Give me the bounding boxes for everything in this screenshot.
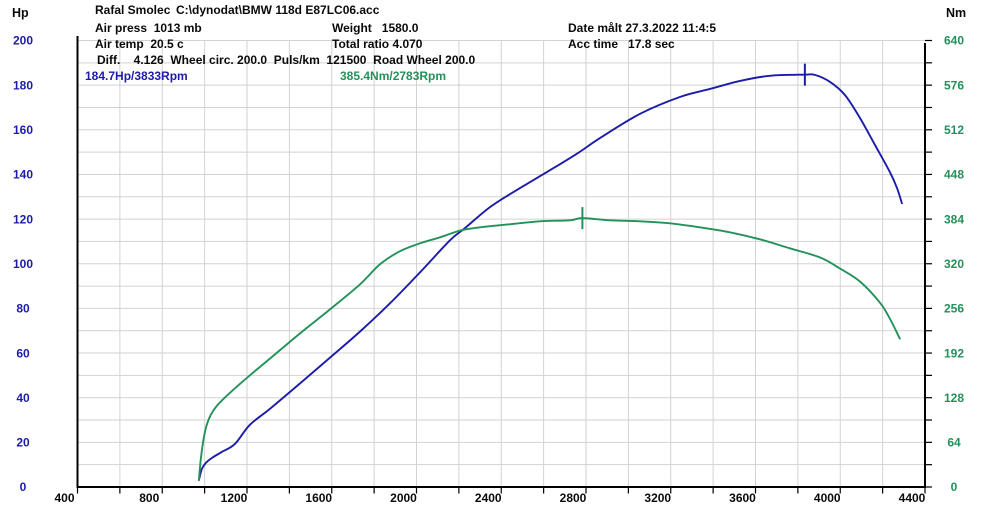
date-measured-field: Date målt 27.3.2022 11:4:5 [568,21,717,35]
left-axis-tick-label: 120 [13,212,33,226]
diff-wheel-pulse-field: Diff. 4.126 Wheel circ. 200.0 Puls/km 12… [97,53,476,67]
left-axis-tick-label: 140 [13,168,33,182]
right-axis-tick-label: 0 [951,480,958,494]
right-axis-tick-label: 256 [944,302,964,316]
torque-curve [197,217,901,481]
total-ratio-field: Total ratio 4.070 [332,37,423,51]
acc-time-field: Acc time 17.8 sec [568,37,675,51]
right-axis-tick-label: 576 [944,78,964,92]
left-axis-tick-label: 100 [13,257,33,271]
plot-area[interactable] [78,41,926,488]
right-axis-tick-label: 448 [944,168,964,182]
left-axis-tick-label: 160 [13,123,33,137]
x-axis-tick-label: 1200 [221,491,248,505]
left-axis-tick-label: 180 [13,78,33,92]
x-axis-tick-label: 2000 [390,491,417,505]
power-curve [197,73,903,482]
x-axis-tick-label: 4000 [814,491,841,505]
right-axis-tick-label: 64 [947,436,961,450]
power-peak-readout: 184.7Hp/3833Rpm [85,69,188,83]
x-axis-tick-label: 800 [139,491,159,505]
axes [76,36,932,494]
right-axis-tick-label: 384 [944,212,964,226]
x-axis-tick-label: 3200 [644,491,671,505]
file-path: C:\dynodat\BMW 118d E87LC06.acc [176,3,380,17]
right-axis-tick-label: 320 [944,257,964,271]
x-axis-tick-label: 3600 [729,491,756,505]
left-axis-tick-label: 80 [16,302,30,316]
left-axis-tick-label: 40 [16,391,30,405]
gridlines [77,40,925,487]
x-axis-tick-label: 400 [54,491,74,505]
right-axis-tick-label: 512 [944,123,964,137]
operator-name: Rafal Smolec [95,3,171,17]
left-axis-tick-label: 200 [13,34,33,48]
left-axis-tick-label: 20 [16,436,30,450]
left-axis-tick-label: 60 [16,346,30,360]
right-axis-title: Nm [946,6,967,20]
x-axis-tick-label: 1600 [305,491,332,505]
x-axis-tick-label: 4400 [899,491,926,505]
left-axis-tick-label: 0 [20,480,27,494]
air-temp-field: Air temp 20.5 c [95,37,184,51]
weight-field: Weight 1580.0 [332,21,419,35]
air-press-field: Air press 1013 mb [95,21,202,35]
torque-peak-readout: 385.4Nm/2783Rpm [340,69,447,83]
right-axis-tick-label: 640 [944,34,964,48]
right-axis-tick-label: 128 [944,391,964,405]
x-axis-tick-label: 2800 [560,491,587,505]
x-axis-tick-label: 2400 [475,491,502,505]
right-axis-tick-label: 192 [944,346,964,360]
left-axis-title: Hp [12,6,29,20]
